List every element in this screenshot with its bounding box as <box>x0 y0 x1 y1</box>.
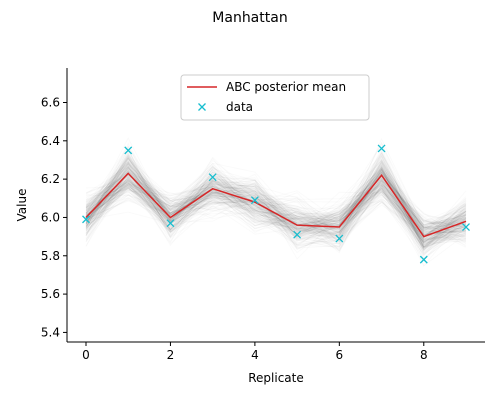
data-point <box>335 234 344 243</box>
x-tick-label: 6 <box>336 348 344 362</box>
data-point <box>166 219 175 228</box>
data-point-stroke <box>124 146 133 155</box>
x-axis: 0 2 4 6 8 <box>67 341 485 362</box>
data-point <box>293 230 302 239</box>
y-tick-label: 6.0 <box>41 210 60 224</box>
chart-title: Manhattan <box>212 10 287 26</box>
data-point-stroke <box>166 219 175 228</box>
data-point-stroke <box>335 234 344 243</box>
x-tick-label: 4 <box>251 348 259 362</box>
x-tick-label: 0 <box>82 348 90 362</box>
data-point-stroke <box>208 173 217 182</box>
data-point <box>419 255 428 264</box>
y-tick-label: 6.6 <box>41 95 60 109</box>
y-tick-label: 6.2 <box>41 172 60 186</box>
y-tick-label: 5.8 <box>41 249 60 263</box>
series-layer <box>82 144 470 264</box>
x-tick-label: 2 <box>167 348 175 362</box>
legend-marker-stroke <box>198 103 206 111</box>
data-point <box>377 144 386 153</box>
y-axis-label: Value <box>15 189 29 222</box>
data-point-stroke <box>462 223 470 231</box>
data-point-stroke <box>377 144 386 153</box>
y-tick-label: 5.6 <box>41 287 60 301</box>
legend-frame <box>180 74 370 121</box>
data-point <box>82 215 90 224</box>
data-point <box>250 196 259 205</box>
data-point-stroke <box>419 255 428 264</box>
posterior-traces <box>86 138 466 266</box>
legend: ABC posterior mean data <box>180 74 370 121</box>
legend-label-data: data <box>226 100 253 114</box>
data-point-stroke <box>82 215 90 224</box>
data-point <box>462 223 470 231</box>
legend-marker-swatch <box>198 103 206 111</box>
legend-label-posterior-mean: ABC posterior mean <box>226 80 346 94</box>
x-tick-label: 8 <box>420 348 428 362</box>
x-axis-label: Replicate <box>248 371 304 385</box>
series-line-posterior-mean <box>85 172 467 238</box>
y-tick-label: 5.4 <box>41 325 60 339</box>
data-point <box>124 146 133 155</box>
data-point-stroke <box>250 196 259 205</box>
data-point-stroke <box>293 230 302 239</box>
data-point <box>208 173 217 182</box>
y-axis: 5.4 5.6 5.8 6.0 6.2 6.4 6.6 <box>41 68 68 342</box>
y-tick-label: 6.4 <box>41 134 60 148</box>
